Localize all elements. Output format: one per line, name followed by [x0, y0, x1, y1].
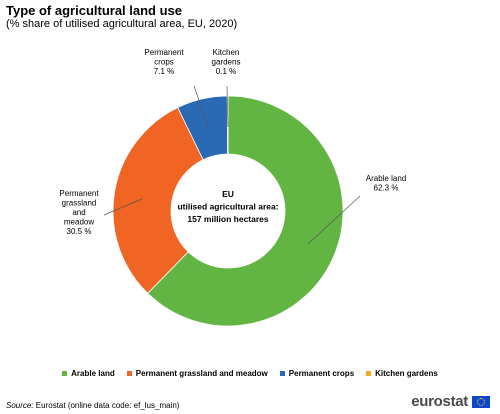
eu-flag-icon	[472, 395, 490, 408]
legend-item-arable-land: Arable land	[62, 369, 115, 378]
eurostat-logo-text: eurostat	[411, 393, 468, 410]
leader-line-permanent-grassland-and-meadow	[103, 198, 143, 216]
eurostat-logo: eurostat	[411, 393, 490, 410]
source-label: Source:	[6, 401, 34, 410]
source-note: Source: Eurostat (online data code: ef_l…	[6, 401, 179, 410]
center-label-line: 157 million hectares	[187, 214, 269, 224]
leader-line-arable-land	[307, 195, 361, 245]
legend-swatch	[366, 371, 372, 376]
center-label-line: utilised agricultural area:	[177, 202, 278, 212]
legend-item-permanent-crops: Permanent crops	[279, 369, 355, 378]
slice-label-permanent-grassland-and-meadow: Permanent grassland and meadow 30.5 %	[59, 189, 99, 236]
chart-title: Type of agricultural land use	[6, 3, 183, 18]
legend-label: Arable land	[71, 369, 115, 378]
legend-label: Kitchen gardens	[375, 369, 438, 378]
legend-label: Permanent grassland and meadow	[135, 369, 268, 378]
legend-label: Permanent crops	[288, 369, 355, 378]
legend-swatch	[62, 371, 68, 376]
chart-slice-labels: Arable land 62.3 % Permanent grassland and me…	[59, 48, 406, 236]
slice-label-arable-land: Arable land 62.3 %	[366, 174, 406, 193]
source-text: Eurostat (online data code: ef_lus_main)	[33, 401, 180, 410]
center-label-line: EU	[222, 189, 234, 199]
chart-leader-lines	[103, 85, 361, 245]
legend-swatch	[279, 371, 285, 376]
chart-legend: Arable land Permanent grassland and meado…	[0, 369, 500, 378]
chart-center-label: EU utilised agricultural area: 157 million…	[177, 189, 278, 224]
slice-label-permanent-crops: Permanent crops 7.1 %	[144, 48, 184, 76]
legend-item-kitchen-gardens: Kitchen gardens	[366, 369, 438, 378]
chart-subtitle: (% share of utilised agricultural area, …	[6, 18, 238, 30]
legend-item-permanent-grassland-and-meadow: Permanent grassland and meadow	[126, 369, 268, 378]
slice-arable-land	[147, 95, 344, 327]
slice-permanent-grassland-and-meadow	[112, 107, 204, 294]
legend-swatch	[126, 371, 132, 376]
leader-line-kitchen-gardens	[226, 85, 229, 128]
leader-line-permanent-crops	[193, 85, 210, 130]
slice-label-kitchen-gardens: Kitchen gardens 0.1 %	[212, 48, 241, 76]
chart-slices	[112, 95, 344, 327]
